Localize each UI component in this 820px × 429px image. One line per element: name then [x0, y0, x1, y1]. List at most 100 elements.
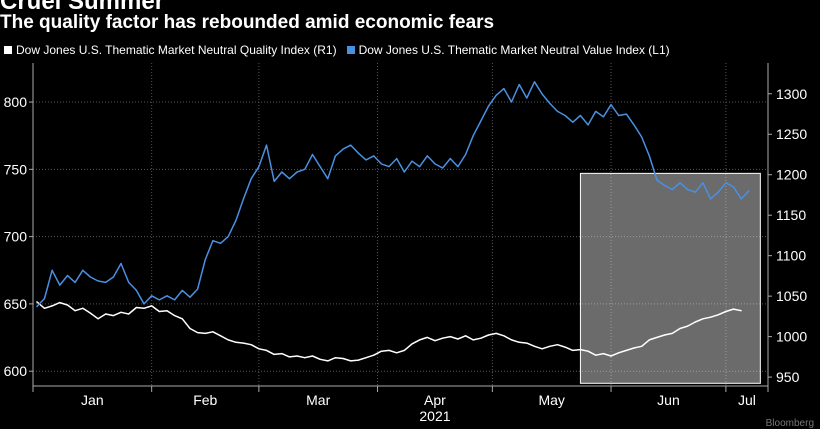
data-point-quality	[357, 359, 359, 361]
data-point-value	[212, 240, 214, 242]
data-point-value	[158, 299, 160, 301]
data-point-quality	[189, 327, 191, 330]
y-right-tick-label: 1150	[776, 207, 806, 223]
data-point-quality	[671, 332, 673, 334]
data-point-value	[426, 155, 428, 157]
highlight-layer	[579, 172, 761, 384]
data-point-quality	[143, 307, 145, 309]
data-point-value	[342, 148, 344, 150]
data-point-quality	[281, 353, 283, 355]
data-point-value	[388, 166, 390, 168]
data-point-quality	[89, 312, 92, 314]
data-point-value	[732, 186, 735, 188]
data-point-value	[541, 93, 543, 95]
chart-legend: Dow Jones U.S. Thematic Market Neutral Q…	[4, 43, 680, 57]
x-tick-label: Apr	[424, 392, 446, 408]
data-point-value	[472, 135, 474, 137]
data-point-value	[648, 155, 650, 157]
data-point-quality	[411, 343, 413, 345]
data-point-quality	[296, 355, 298, 357]
page-subtitle: The quality factor has rebounded amid ec…	[0, 12, 495, 33]
legend-item-quality: Dow Jones U.S. Thematic Market Neutral Q…	[4, 43, 337, 57]
y-left-tick-label: 750	[4, 161, 28, 177]
data-point-value	[633, 124, 635, 126]
data-point-quality	[204, 332, 206, 334]
data-point-quality	[304, 357, 306, 359]
data-point-quality	[59, 302, 61, 304]
x-year-label: 2021	[419, 408, 450, 424]
data-point-value	[549, 102, 551, 104]
data-point-quality	[51, 305, 53, 307]
data-point-quality	[120, 311, 122, 313]
x-tick-label: Mar	[306, 392, 330, 408]
data-point-value	[572, 121, 574, 123]
data-point-quality	[434, 340, 436, 342]
data-point-quality	[472, 339, 474, 341]
data-point-quality	[717, 314, 719, 316]
data-point-quality	[526, 342, 528, 344]
data-point-value	[380, 163, 382, 165]
data-point-quality	[82, 307, 84, 309]
data-point-quality	[396, 352, 398, 354]
data-point-value	[181, 289, 183, 292]
data-point-value	[350, 144, 352, 146]
data-point-quality	[740, 310, 742, 312]
data-point-value	[564, 114, 566, 117]
data-point-quality	[197, 331, 199, 334]
data-point-value	[197, 288, 199, 290]
x-tick-label: Feb	[193, 392, 217, 408]
data-point-quality	[380, 350, 382, 352]
data-point-quality	[288, 356, 291, 358]
data-point-value	[112, 276, 114, 278]
data-point-value	[135, 289, 137, 292]
data-point-quality	[587, 350, 589, 352]
data-point-quality	[74, 310, 76, 312]
data-point-value	[717, 191, 719, 193]
y-right-tick-label: 950	[776, 369, 800, 385]
data-point-value	[219, 242, 222, 244]
data-point-quality	[258, 348, 260, 350]
data-point-value	[442, 167, 444, 169]
data-point-value	[556, 110, 559, 113]
data-point-value	[533, 81, 536, 83]
data-point-quality	[533, 345, 536, 347]
data-point-quality	[181, 318, 183, 320]
data-point-quality	[250, 344, 252, 346]
data-point-value	[610, 104, 612, 106]
data-point-quality	[227, 339, 229, 341]
data-point-value	[480, 120, 482, 122]
data-point-quality	[419, 339, 421, 341]
y-right-tick-label: 1200	[776, 167, 807, 183]
data-point-quality	[174, 314, 176, 317]
data-point-value	[457, 166, 459, 168]
data-point-value	[151, 295, 153, 297]
data-point-quality	[97, 318, 99, 320]
data-point-quality	[648, 339, 650, 341]
data-point-quality	[311, 355, 314, 357]
data-point-value	[702, 182, 704, 184]
data-point-quality	[128, 313, 130, 315]
data-point-quality	[265, 349, 268, 351]
x-tick-label: Jul	[738, 392, 756, 408]
data-point-value	[725, 182, 727, 184]
data-point-quality	[166, 310, 168, 312]
data-point-quality	[656, 336, 658, 339]
x-tick-label: May	[538, 392, 564, 408]
data-point-quality	[564, 346, 566, 348]
data-point-quality	[365, 357, 367, 359]
data-point-quality	[610, 355, 612, 357]
data-point-quality	[449, 336, 451, 338]
data-point-quality	[334, 357, 337, 359]
y-right-tick-label: 1100	[776, 248, 806, 264]
data-point-quality	[679, 327, 681, 330]
tick-labels: 600 650 700 750 800 950 1000 1050 1100 1150 1200 12…	[4, 86, 808, 424]
data-point-quality	[426, 336, 428, 339]
data-point-quality	[641, 345, 643, 347]
data-point-value	[625, 113, 627, 115]
data-point-quality	[495, 332, 497, 334]
data-point-value	[334, 155, 337, 157]
data-point-quality	[602, 353, 604, 355]
data-point-value	[526, 97, 528, 99]
data-point-value	[59, 284, 61, 286]
legend-axis-value: (L1)	[648, 43, 670, 57]
